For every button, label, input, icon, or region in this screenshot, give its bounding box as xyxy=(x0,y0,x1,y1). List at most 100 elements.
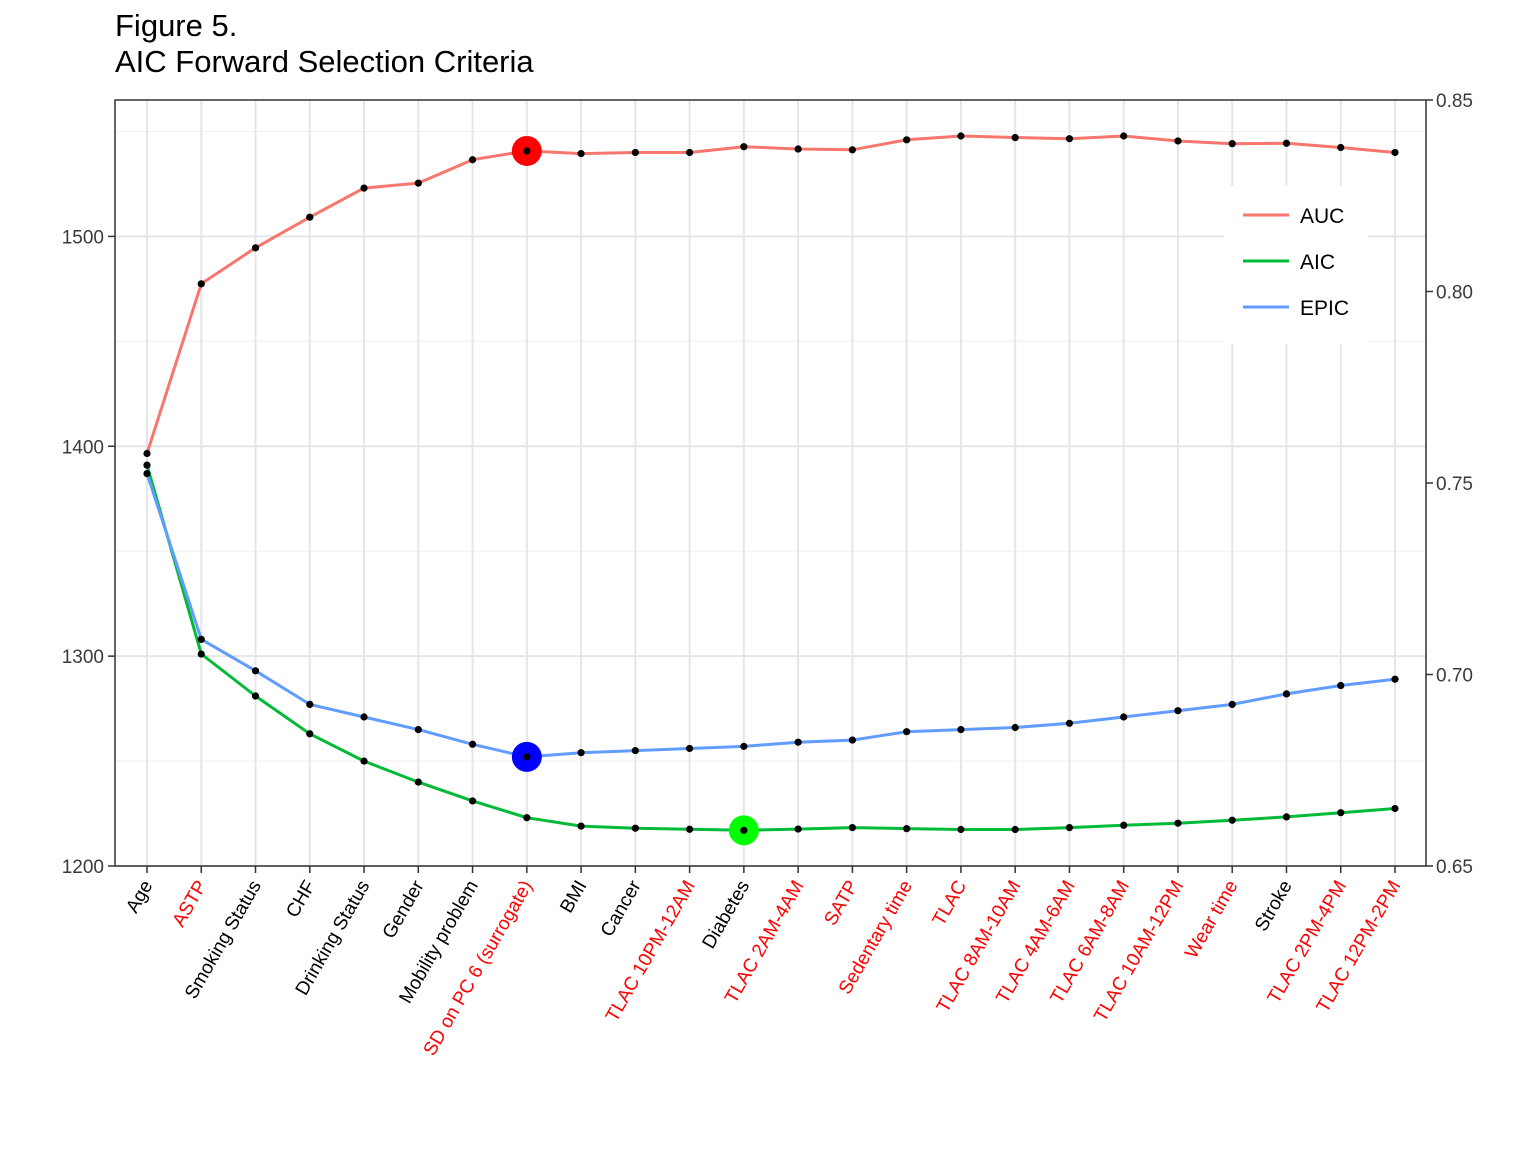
data-point-auc xyxy=(251,244,260,252)
chart-subtitle: AIC Forward Selection Criteria xyxy=(115,44,534,79)
data-point-auc xyxy=(306,213,314,221)
data-point-auc xyxy=(1065,135,1074,143)
data-point-epic xyxy=(143,469,151,478)
data-point-epic xyxy=(848,736,856,744)
data-point-epic xyxy=(631,746,639,755)
data-point-auc xyxy=(631,148,639,157)
data-point-auc xyxy=(957,132,965,140)
x-tick-label: Diabetes xyxy=(699,877,755,952)
y-left-tick-label: 1300 xyxy=(62,647,104,668)
data-point-auc xyxy=(1391,148,1399,157)
data-point-auc xyxy=(1174,137,1182,145)
data-point-aic xyxy=(1011,825,1019,834)
y-left-tick-label: 1200 xyxy=(62,857,104,878)
data-point-epic xyxy=(251,667,260,675)
data-point-auc xyxy=(1337,143,1345,152)
x-tick-label: BMI xyxy=(556,877,591,917)
x-tick-label: CHF xyxy=(282,877,320,921)
data-point-auc xyxy=(577,150,585,158)
title-block: Figure 5. AIC Forward Selection Criteria xyxy=(115,8,534,80)
data-point-auc xyxy=(903,136,911,144)
data-point-epic xyxy=(306,700,314,709)
data-point-auc xyxy=(794,145,802,153)
data-point-auc xyxy=(1011,133,1019,142)
data-point-aic xyxy=(686,825,694,833)
data-point-epic xyxy=(1011,723,1019,732)
series-line-epic xyxy=(145,473,1396,759)
y-right-tick-label: 0.80 xyxy=(1436,283,1473,304)
data-point-auc xyxy=(197,280,205,288)
data-point-epic xyxy=(1228,700,1236,709)
data-point-epic xyxy=(360,713,368,721)
data-point-epic xyxy=(1174,707,1182,715)
data-point-epic xyxy=(1337,681,1345,690)
legend-label-auc: AUC xyxy=(1300,205,1344,228)
y-right-tick-label: 0.85 xyxy=(1436,91,1473,112)
data-point-auc xyxy=(468,156,477,164)
x-tick-label: Cancer xyxy=(597,876,646,940)
x-tick-label: ASTP xyxy=(169,877,212,930)
data-point-auc xyxy=(740,143,748,151)
data-point-aic xyxy=(903,825,911,833)
data-point-auc xyxy=(1228,140,1236,148)
data-point-aic xyxy=(1228,816,1236,824)
data-point-epic xyxy=(1391,675,1399,683)
data-point-epic xyxy=(957,725,965,734)
data-point-aic xyxy=(1282,813,1291,821)
x-tick-label: TLAC xyxy=(929,877,971,930)
data-point-aic xyxy=(468,797,477,805)
data-point-epic xyxy=(1065,719,1074,727)
y-right-tick-label: 0.65 xyxy=(1436,857,1473,878)
y-right-tick-label: 0.75 xyxy=(1436,474,1473,495)
data-point-aic xyxy=(306,730,314,738)
data-point-epic xyxy=(1282,690,1291,698)
data-point-epic xyxy=(414,725,422,734)
data-point-aic xyxy=(360,757,368,765)
data-point-aic xyxy=(143,461,151,469)
data-point-epic xyxy=(740,742,748,750)
data-point-aic xyxy=(1391,804,1399,813)
series-line-auc xyxy=(145,134,1396,454)
data-point-aic xyxy=(794,825,802,833)
data-point-epic xyxy=(197,635,205,643)
data-point-aic xyxy=(197,650,205,658)
x-tick-label: Stroke xyxy=(1251,877,1297,935)
data-point-auc xyxy=(848,146,856,154)
data-point-epic xyxy=(577,749,585,757)
data-point-aic xyxy=(631,824,639,832)
data-point-epic xyxy=(903,728,911,736)
x-tick-label: SATP xyxy=(820,877,862,929)
x-tick-label: Gender xyxy=(379,876,429,942)
data-point-aic xyxy=(740,826,748,834)
data-point-aic xyxy=(957,825,965,834)
data-point-auc xyxy=(1282,139,1291,147)
x-tick-label: Age xyxy=(122,877,157,917)
data-point-aic xyxy=(1337,809,1345,817)
data-point-epic xyxy=(468,740,477,748)
data-point-epic xyxy=(794,738,802,746)
legend-label-aic: AIC xyxy=(1300,251,1335,274)
data-point-aic xyxy=(414,778,422,786)
x-tick-label: Wear time xyxy=(1181,877,1242,962)
data-point-auc xyxy=(143,449,151,458)
data-point-aic xyxy=(577,822,585,830)
data-point-auc xyxy=(523,147,531,155)
data-point-aic xyxy=(1120,821,1128,829)
data-point-auc xyxy=(686,148,694,157)
y-left-tick-label: 1400 xyxy=(62,437,104,458)
data-point-auc xyxy=(414,179,422,187)
data-point-auc xyxy=(1120,132,1128,140)
data-point-aic xyxy=(1174,819,1182,827)
y-right-tick-label: 0.70 xyxy=(1436,666,1473,687)
data-point-epic xyxy=(1120,713,1128,721)
x-tick-label: SD on PC 6 (surrogate) xyxy=(420,877,537,1059)
data-point-epic xyxy=(686,744,694,753)
data-point-epic xyxy=(523,753,531,761)
y-left-tick-label: 1500 xyxy=(62,227,104,248)
plot-background xyxy=(115,100,1426,866)
data-point-auc xyxy=(360,184,368,192)
data-point-aic xyxy=(1065,823,1074,832)
series-line-aic xyxy=(145,464,1396,832)
legend-label-epic: EPIC xyxy=(1300,297,1349,320)
legend-box xyxy=(1224,186,1368,344)
